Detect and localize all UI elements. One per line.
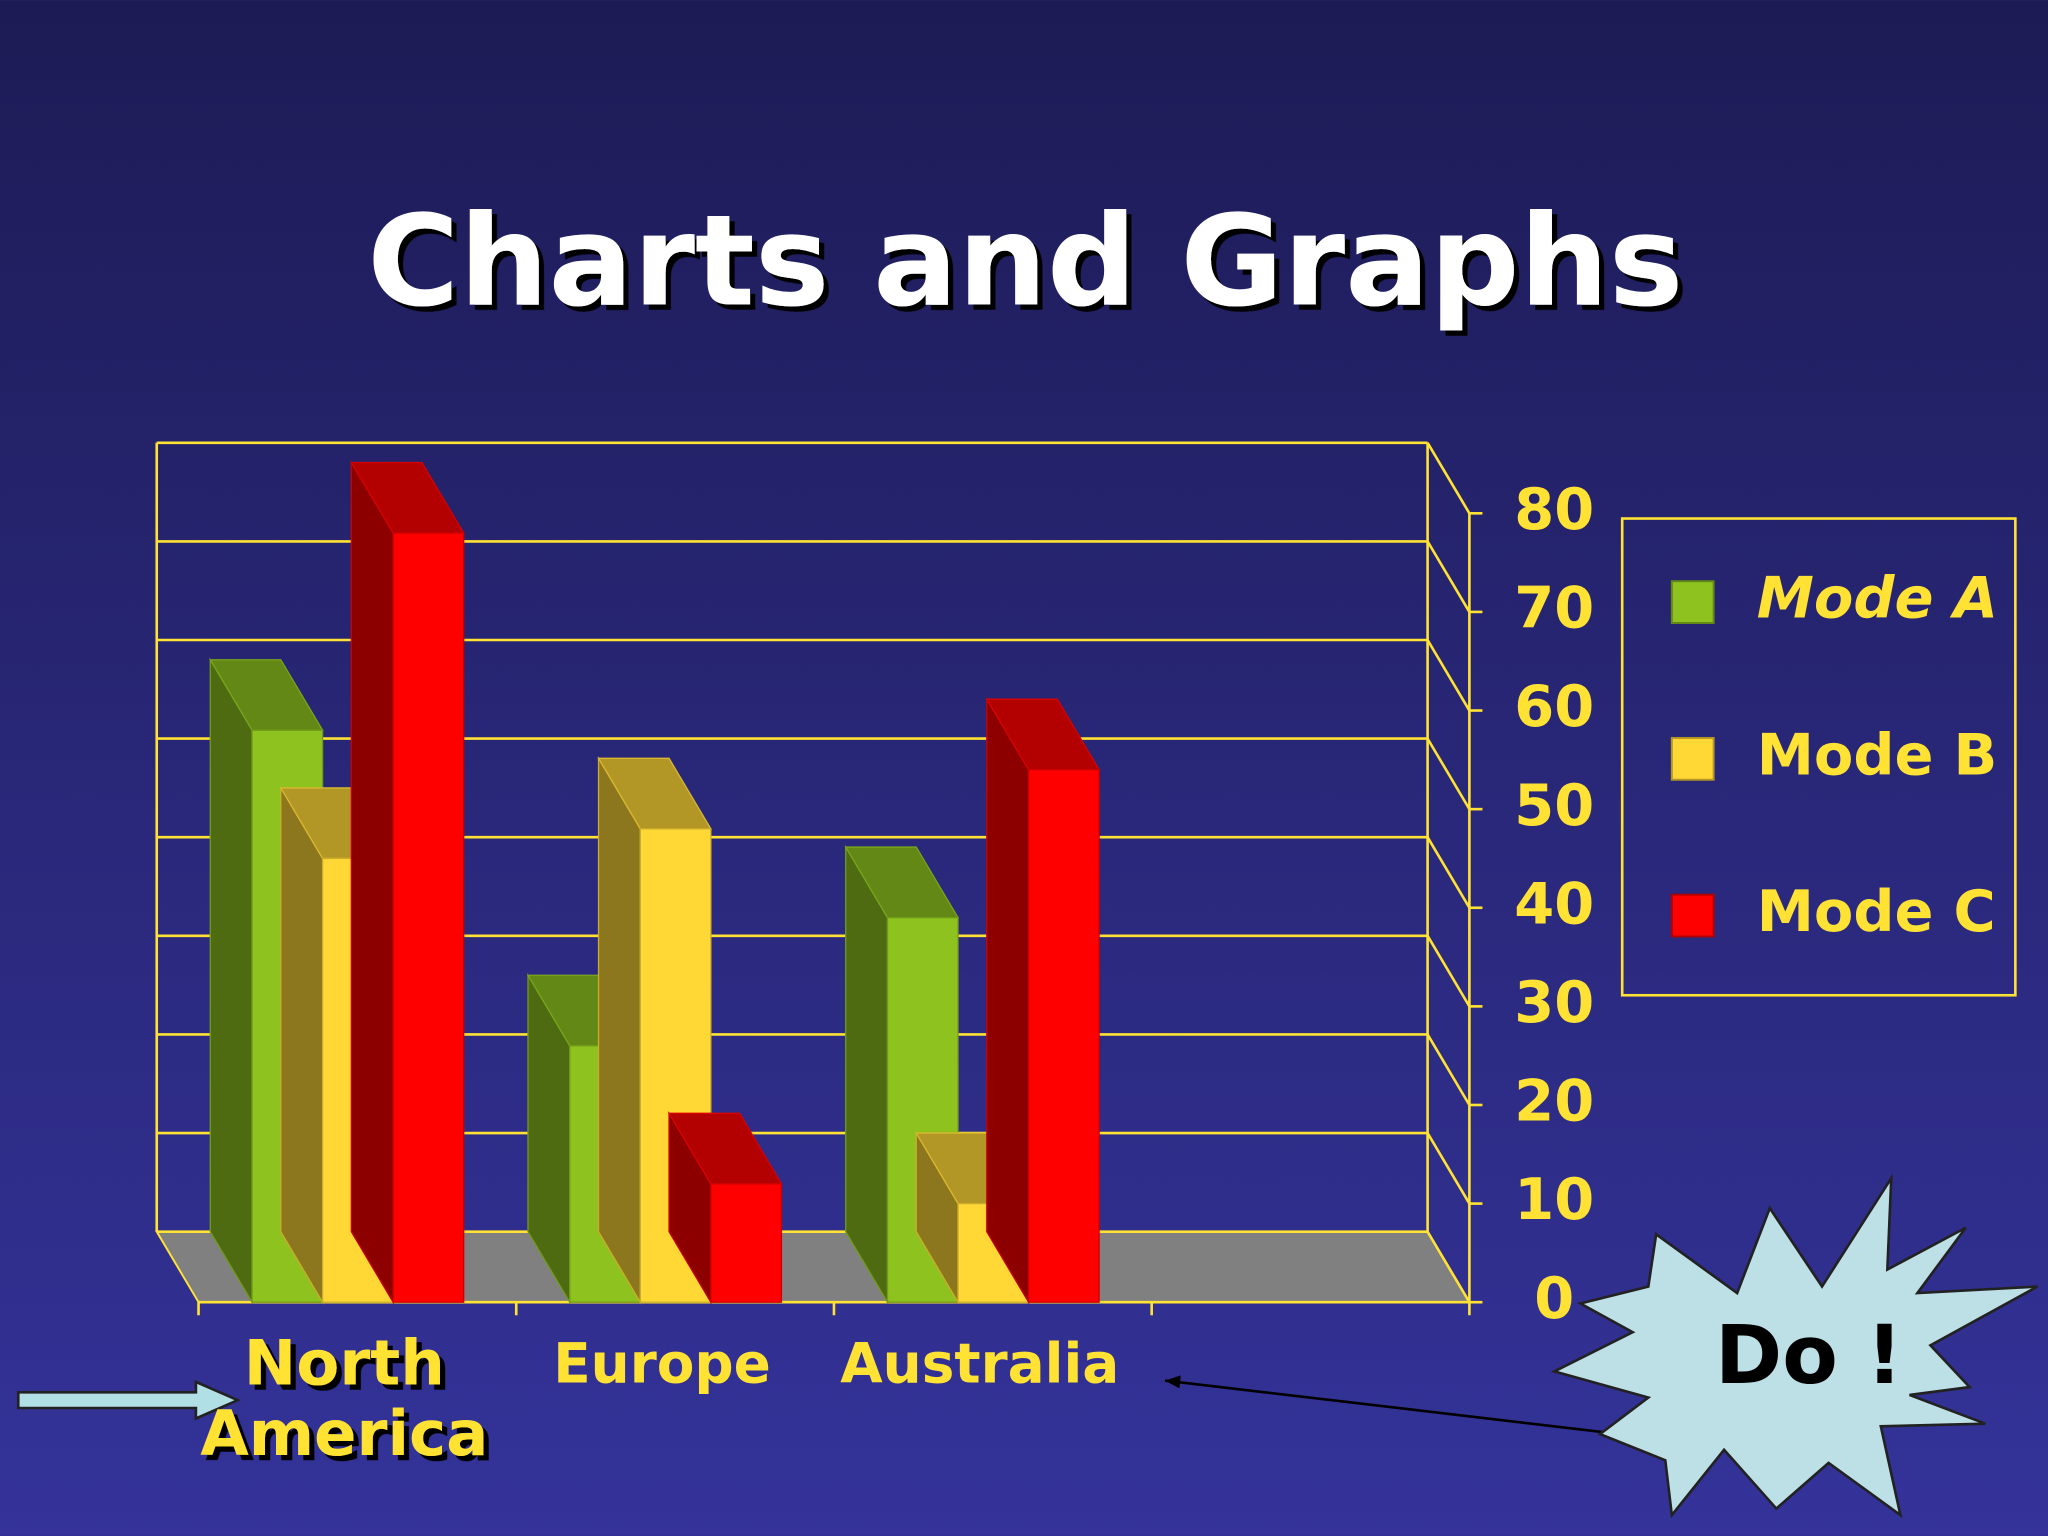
- x-tick-label-line: North: [244, 1327, 445, 1400]
- bar: [392, 532, 465, 1303]
- y-tick-label: 70: [1514, 575, 1594, 642]
- y-tick-label: 30: [1514, 969, 1594, 1036]
- grid-line: [1426, 1231, 1471, 1303]
- grid-line: [1426, 737, 1471, 810]
- y-tick-label: 60: [1514, 673, 1594, 740]
- legend-label: Mode B: [1757, 721, 1998, 788]
- legend-label: Mode C: [1757, 878, 1996, 945]
- grid-line: [1426, 1132, 1471, 1205]
- y-tick-label: 80: [1514, 476, 1594, 543]
- y-tick-label: 50: [1514, 772, 1594, 839]
- pointer-head: [1165, 1375, 1181, 1389]
- arrow: [16, 1379, 241, 1421]
- y-tick-label: 0: [1534, 1265, 1574, 1332]
- bar-side: [986, 696, 1030, 1305]
- grid-line: [1426, 540, 1471, 613]
- y-tick-label: 20: [1514, 1068, 1594, 1135]
- y-tick-label: 10: [1514, 1166, 1594, 1233]
- legend-label: Mode A: [1757, 565, 1998, 632]
- starburst: [1550, 1173, 2039, 1519]
- bar-side: [209, 657, 253, 1305]
- legend-swatch: [1670, 893, 1715, 938]
- bar: [710, 1183, 783, 1303]
- y-tick-label: 40: [1514, 870, 1594, 937]
- grid-line: [1426, 1033, 1471, 1106]
- grid-line: [1426, 836, 1471, 909]
- x-tick-label: Australia: [840, 1332, 1119, 1396]
- x-tick-label: Europe: [553, 1332, 771, 1396]
- grid-line: [1426, 442, 1471, 514]
- chart-title: Charts and Graphs: [367, 189, 1683, 335]
- bar: [1027, 769, 1100, 1303]
- bar-side: [597, 755, 641, 1305]
- bar-side: [845, 844, 889, 1305]
- x-tick-label: North America: [200, 1327, 488, 1471]
- bar-side: [280, 785, 324, 1305]
- grid-line: [1426, 935, 1471, 1008]
- legend-box: [1620, 517, 2017, 997]
- callout: Do !: [1715, 1309, 1903, 1403]
- legend-swatch: [1670, 736, 1715, 781]
- bar-side: [350, 460, 394, 1305]
- pointer-line: [1164, 1379, 1610, 1435]
- legend-swatch: [1670, 580, 1715, 624]
- grid-line: [1426, 639, 1471, 712]
- x-tick-label-line: America: [200, 1397, 488, 1470]
